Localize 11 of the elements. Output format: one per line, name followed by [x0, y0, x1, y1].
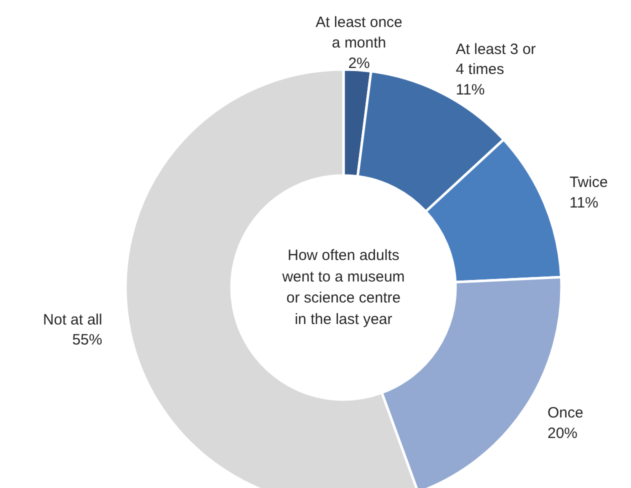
- data-label: 55%: [72, 332, 102, 349]
- data-label: 11%: [456, 82, 485, 99]
- slice-label: Once: [547, 404, 584, 422]
- slice-label: Not at all: [43, 311, 102, 328]
- slice-label: At least 3 or 4 times: [456, 40, 536, 78]
- slice-label: Twice: [569, 174, 608, 192]
- text: How often adults went to a museum or science centre in the last year: [281, 247, 405, 328]
- data-label: 11%: [569, 194, 598, 212]
- slice-label: At least once a month: [316, 14, 402, 52]
- data-label: 20%: [547, 424, 578, 442]
- data-label: 2%: [348, 54, 370, 72]
